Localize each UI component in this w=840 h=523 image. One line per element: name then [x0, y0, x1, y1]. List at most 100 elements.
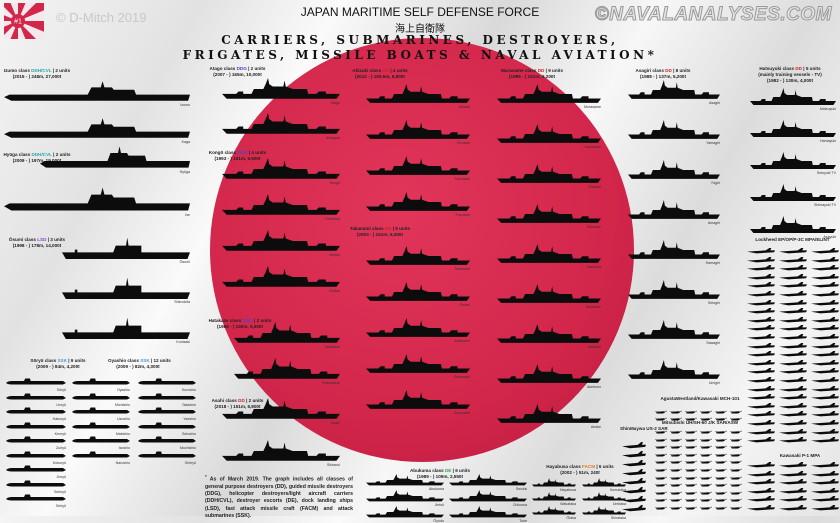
- ship-silhouette: [628, 120, 720, 139]
- plane-silhouette-shape: [779, 505, 807, 511]
- heli-silhouette-shape: [670, 461, 682, 464]
- dd-silhouette-shape: [222, 230, 340, 251]
- class-type: DD: [238, 398, 245, 403]
- ship-name: Inazuma: [587, 265, 601, 269]
- heli-silhouette-shape: [730, 438, 742, 442]
- heli-silhouette-shape: [700, 410, 712, 414]
- subtitle-line-1: CARRIERS, SUBMARINES, DESTROYERS,: [221, 33, 619, 47]
- aircraft-silhouette: [655, 484, 667, 487]
- ship-silhouette: [628, 360, 720, 379]
- plane-silhouette-shape: [747, 462, 775, 468]
- aircraft-silhouette: [700, 506, 712, 510]
- plane-silhouette-shape: [747, 256, 775, 262]
- aviation-label-mch101: AgustaWestland/Kawasaki MCH-101: [660, 396, 740, 401]
- class-units: | 4 units: [248, 150, 267, 155]
- aircraft-silhouette: [811, 359, 839, 366]
- dd-silhouette-shape: [366, 246, 470, 265]
- aircraft-silhouette: [685, 453, 697, 457]
- dd-silhouette-shape: [497, 284, 601, 303]
- plane-silhouette-shape: [779, 351, 807, 357]
- aircraft-silhouette: [670, 476, 682, 480]
- aircraft-silhouette: [730, 430, 742, 434]
- dd-silhouette-shape: [497, 404, 601, 423]
- heli-silhouette-shape: [700, 453, 712, 457]
- aircraft-silhouette: [779, 505, 807, 511]
- dd-silhouette-shape: [628, 80, 720, 99]
- heli-silhouette-shape: [655, 476, 667, 480]
- ship-name: Suzunami: [454, 411, 470, 415]
- sub-silhouette-shape: [6, 480, 66, 486]
- ship-name: Umigiri: [708, 381, 720, 385]
- aircraft-silhouette: [622, 442, 646, 449]
- ship-silhouette: [497, 84, 601, 103]
- aircraft-silhouette: [685, 461, 697, 464]
- aircraft-silhouette: [715, 461, 727, 464]
- ship-name: Asayuki: [823, 235, 836, 239]
- heli-silhouette-shape: [700, 484, 712, 487]
- ship-name: Michishio: [115, 402, 130, 407]
- aircraft-silhouette: [730, 484, 742, 487]
- ship-name: Kenryū: [54, 431, 66, 436]
- aircraft-silhouette: [811, 411, 839, 417]
- ship-name: Asagiri: [709, 101, 720, 105]
- heli-silhouette-shape: [655, 506, 667, 510]
- plane-silhouette-shape: [747, 273, 775, 280]
- plane-silhouette-shape: [779, 273, 807, 280]
- aircraft-silhouette: [811, 462, 839, 468]
- plane-silhouette-shape: [811, 351, 839, 357]
- class-type: DD: [795, 66, 802, 71]
- sub-silhouette-shape: [6, 393, 66, 399]
- ship-name: Narushio: [115, 460, 130, 465]
- heli-silhouette-shape: [730, 468, 742, 472]
- dd-silhouette-shape: [366, 120, 470, 139]
- dd-silhouette-shape: [222, 194, 340, 215]
- ship-silhouette: [62, 277, 190, 299]
- heli-silhouette-shape: [670, 484, 682, 487]
- class-label-soryu: Sōryū class SSK | 9 units (2009 - ) 84m, …: [28, 358, 88, 370]
- class-units: | 2 units: [52, 68, 71, 73]
- plane-silhouette-shape: [811, 248, 839, 254]
- aircraft-silhouette: [730, 417, 742, 421]
- aircraft-silhouette: [700, 499, 712, 502]
- dd-silhouette-shape: [222, 113, 340, 134]
- class-units: | 5 units: [392, 226, 411, 231]
- aircraft-silhouette: [715, 476, 727, 480]
- ship-silhouette: [582, 506, 626, 515]
- plane-silhouette-shape: [779, 282, 807, 288]
- aircraft-silhouette: [670, 410, 682, 414]
- ship-silhouette: [366, 282, 470, 301]
- aircraft-silhouette: [811, 368, 839, 374]
- aircraft-silhouette: [747, 282, 775, 288]
- plane-silhouette-shape: [779, 265, 807, 271]
- plane-silhouette-shape: [747, 487, 775, 494]
- ship-silhouette: [497, 124, 601, 143]
- sub-silhouette-shape: [6, 494, 66, 501]
- class-label-akizuki: Akizuki class DD | 4 units (2012 - ) 150.…: [345, 68, 415, 80]
- aircraft-silhouette: [811, 496, 839, 502]
- aircraft-silhouette: [670, 506, 682, 510]
- plane-silhouette-shape: [779, 487, 807, 494]
- aircraft-silhouette: [730, 499, 742, 502]
- plane-silhouette-shape: [811, 334, 839, 340]
- dd-silhouette-shape: [222, 440, 340, 461]
- dd-silhouette-shape: [366, 490, 444, 502]
- aircraft-silhouette: [747, 402, 775, 409]
- plane-silhouette-shape: [779, 462, 807, 468]
- aircraft-silhouette: [730, 468, 742, 472]
- aircraft-silhouette: [779, 351, 807, 357]
- plane-silhouette-shape: [747, 248, 775, 254]
- ship-name: Kuroshio: [181, 388, 196, 392]
- class-units: | 2 units: [246, 398, 264, 403]
- sub-silhouette-shape: [6, 465, 66, 472]
- aircraft-silhouette: [747, 265, 775, 271]
- heli-silhouette-shape: [715, 417, 727, 421]
- plane-silhouette-shape: [747, 368, 775, 374]
- class-units: | 2 units: [53, 152, 71, 157]
- aircraft-silhouette: [670, 468, 682, 472]
- ship-silhouette: [449, 506, 527, 518]
- ship-name: Oyashio: [116, 388, 130, 392]
- ship-name: Kumataka: [609, 488, 626, 492]
- heli-silhouette-shape: [670, 499, 682, 502]
- aviation-label-p1: Kawasaki P-1 MPA: [779, 453, 821, 458]
- ship-silhouette: [750, 184, 836, 201]
